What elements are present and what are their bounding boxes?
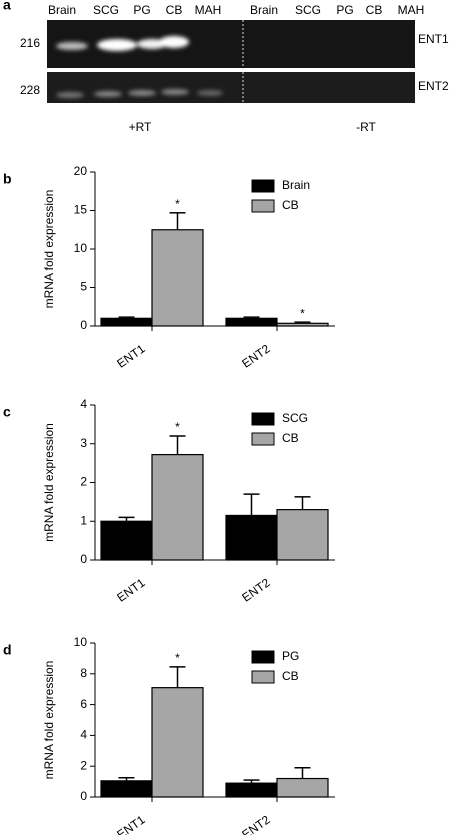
- lane-label: CB: [166, 3, 183, 17]
- bar: [151, 229, 204, 327]
- significance-mark: *: [300, 306, 305, 320]
- lane-label: PG: [133, 3, 150, 17]
- lane-label: CB: [366, 3, 383, 17]
- gene-label: ENT2: [418, 79, 449, 93]
- y-axis-label: mRNA fold expression: [42, 661, 56, 780]
- significance-mark: *: [175, 420, 180, 434]
- legend-swatch: [251, 412, 275, 426]
- y-tick-label: 1: [80, 513, 87, 527]
- y-tick-label: 2: [80, 758, 87, 772]
- lane-label: PG: [336, 3, 353, 17]
- group-label: +RT: [129, 120, 152, 134]
- bar: [276, 322, 329, 327]
- y-tick-label: 0: [80, 318, 87, 332]
- group-label: -RT: [356, 120, 376, 134]
- bar: [225, 317, 278, 327]
- band-size: 216: [20, 36, 40, 50]
- y-axis-label: mRNA fold expression: [42, 190, 56, 309]
- lane-label: Brain: [250, 3, 278, 17]
- panel-label: c: [3, 404, 11, 420]
- bar: [276, 509, 329, 561]
- legend-swatch: [251, 670, 275, 684]
- y-tick-label: 20: [74, 164, 88, 178]
- legend-swatch: [251, 432, 275, 446]
- y-tick-label: 10: [74, 635, 88, 649]
- x-tick-label: ENT1: [114, 341, 147, 370]
- bar: [151, 454, 204, 561]
- bar: [276, 777, 329, 798]
- bar: [100, 317, 153, 327]
- y-tick-label: 2: [80, 475, 87, 489]
- y-axis-label: mRNA fold expression: [42, 423, 56, 542]
- y-tick-label: 15: [74, 203, 88, 217]
- y-tick-label: 8: [80, 666, 87, 680]
- y-tick-label: 0: [80, 552, 87, 566]
- bar: [100, 520, 153, 561]
- legend-label: CB: [282, 198, 299, 212]
- y-tick-label: 10: [74, 241, 88, 255]
- y-tick-label: 6: [80, 697, 87, 711]
- legend-label: SCG: [282, 411, 308, 425]
- legend-label: PG: [282, 649, 299, 663]
- gene-label: ENT1: [418, 32, 449, 46]
- x-tick-label: ENT2: [239, 575, 272, 604]
- significance-mark: *: [175, 651, 180, 665]
- x-tick-label: ENT1: [114, 812, 147, 835]
- lane-label: SCG: [295, 3, 321, 17]
- x-tick-label: ENT1: [114, 575, 147, 604]
- significance-mark: *: [175, 197, 180, 211]
- lane-label: Brain: [48, 3, 76, 17]
- legend-label: CB: [282, 669, 299, 683]
- lane-label: SCG: [93, 3, 119, 17]
- y-tick-label: 4: [80, 397, 87, 411]
- legend-label: Brain: [282, 178, 310, 192]
- legend-swatch: [251, 199, 275, 213]
- lane-label: MAH: [398, 3, 425, 17]
- panel-label: d: [3, 642, 12, 658]
- y-tick-label: 4: [80, 728, 87, 742]
- lane-label: MAH: [195, 3, 222, 17]
- panel-label: a: [3, 0, 11, 13]
- gel-bands: [56, 36, 223, 98]
- legend-swatch: [251, 650, 275, 664]
- gel-row: [47, 72, 415, 103]
- legend-swatch: [251, 179, 275, 193]
- x-tick-label: ENT2: [239, 812, 272, 835]
- bar: [151, 687, 204, 798]
- y-tick-label: 5: [80, 280, 87, 294]
- bar: [225, 782, 278, 798]
- y-tick-label: 3: [80, 436, 87, 450]
- bar: [225, 514, 278, 561]
- band-size: 228: [20, 83, 40, 97]
- y-tick-label: 0: [80, 789, 87, 803]
- bar: [100, 780, 153, 798]
- legend-label: CB: [282, 431, 299, 445]
- panel-label: b: [3, 171, 12, 187]
- x-tick-label: ENT2: [239, 341, 272, 370]
